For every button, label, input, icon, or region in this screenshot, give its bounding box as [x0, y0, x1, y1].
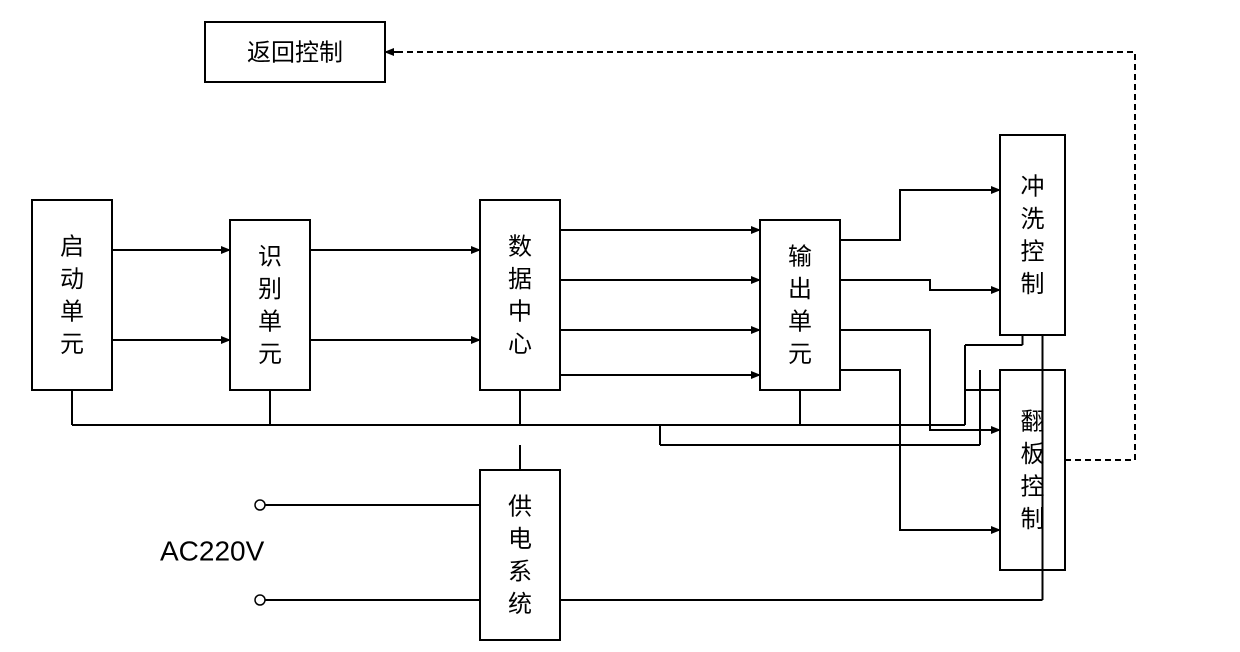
label-data-0: 数: [508, 234, 532, 261]
label-recog-3: 元: [258, 341, 282, 368]
label-wash-0: 冲: [1021, 174, 1045, 201]
node-flip: [1000, 370, 1065, 570]
label-recog-1: 别: [258, 276, 282, 303]
label-data-3: 心: [508, 331, 532, 358]
label-output-0: 输: [788, 244, 812, 271]
label-power-1: 电: [508, 526, 532, 553]
node-start: [32, 200, 112, 390]
label-start-3: 元: [60, 331, 84, 358]
node-data: [480, 200, 560, 390]
label-wash-1: 洗: [1021, 206, 1045, 233]
edge-output-wash: [840, 280, 1000, 290]
block-diagram: 返回控制启动单元识别单元数据中心输出单元冲洗控制翻板控制供电系统AC220V: [0, 0, 1240, 652]
label-flip-2: 控: [1021, 474, 1045, 501]
label-wash-2: 控: [1021, 239, 1045, 266]
label-data-2: 中: [508, 299, 532, 326]
label-start-2: 单: [60, 299, 84, 326]
label-output-2: 单: [788, 309, 812, 336]
label-start-0: 启: [60, 234, 84, 261]
edge-output-wash: [840, 190, 1000, 240]
label-flip-3: 制: [1021, 506, 1045, 533]
label-return: 返回控制: [247, 39, 343, 66]
label-start-1: 动: [60, 266, 84, 293]
label-output-1: 出: [788, 276, 812, 303]
label-flip-1: 板: [1021, 441, 1045, 468]
ac-label: AC220V: [160, 536, 265, 567]
label-power-2: 系: [508, 559, 532, 586]
label-flip-0: 翻: [1021, 409, 1045, 436]
node-wash: [1000, 135, 1065, 335]
label-output-3: 元: [788, 341, 812, 368]
label-recog-0: 识: [258, 244, 282, 271]
label-data-1: 据: [508, 266, 532, 293]
label-wash-3: 制: [1021, 271, 1045, 298]
label-recog-2: 单: [258, 309, 282, 336]
edge-output-flip: [840, 370, 1000, 530]
label-power-3: 统: [508, 591, 532, 618]
label-power-0: 供: [508, 494, 532, 521]
